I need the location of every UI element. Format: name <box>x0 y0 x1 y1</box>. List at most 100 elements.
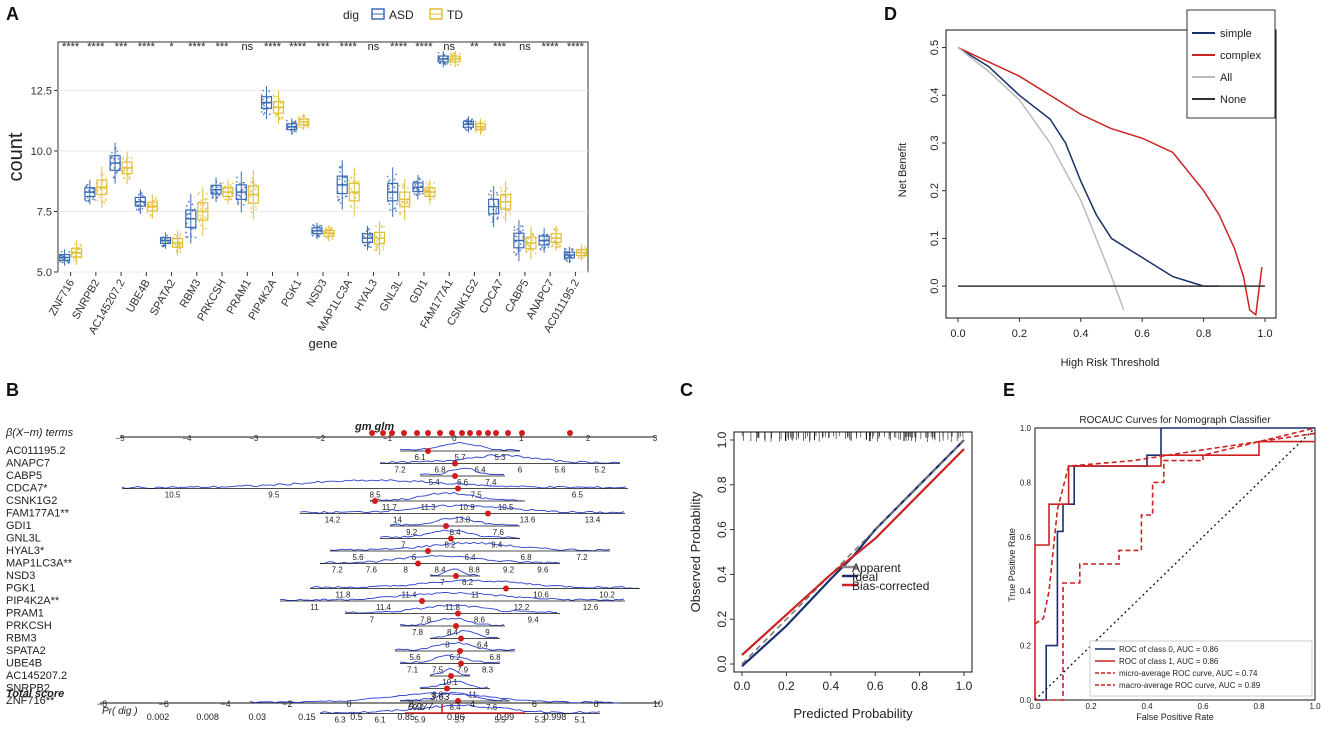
jitter-point-td <box>198 220 201 223</box>
nomogram-tick-label: 6.4 <box>474 466 486 475</box>
ytick-label-e: 0.8 <box>1020 478 1032 487</box>
jitter-point-asd <box>236 180 238 183</box>
jitter-point-asd <box>236 176 239 179</box>
series-simple <box>957 46 1219 287</box>
jitter-point-td <box>156 199 159 202</box>
nomogram-density <box>344 604 558 614</box>
jitter-point-td <box>146 212 149 214</box>
jitter-point-asd <box>311 234 314 237</box>
jitter-point-asd <box>263 111 266 114</box>
nomogram-total-tick: −6 <box>159 699 169 709</box>
nomogram-tick-label: 8.4 <box>447 628 459 637</box>
jitter-point-asd <box>388 188 391 190</box>
xtick-label-e: 0.4 <box>1141 702 1153 711</box>
significance-label: *** <box>115 41 129 53</box>
jitter-point-asd <box>187 200 190 203</box>
significance-label: ns <box>443 41 455 53</box>
jitter-point-td <box>325 227 328 230</box>
significance-label: ns <box>368 41 380 53</box>
panel-d-decision-curve: 0.0 0.2 0.4 0.6 0.8 1.0 0.0 0.1 0.2 0.3 0.4 0.5 High… <box>897 9 1277 369</box>
chart-title-e: ROCAUC Curves for Nomograph Classifier <box>1079 415 1271 426</box>
jitter-point-td <box>228 198 231 201</box>
jitter-point-td <box>198 192 200 194</box>
series-roc <box>1035 427 1316 701</box>
nomogram-row-label: UBE4B <box>6 658 42 670</box>
jitter-point-asd <box>317 234 319 237</box>
nomogram-tick-label: 8.8 <box>469 566 481 575</box>
jitter-point-td <box>550 245 553 248</box>
jitter-point-asd <box>513 226 516 228</box>
jitter-point-td <box>551 244 554 246</box>
nomogram-row-point <box>455 610 461 617</box>
jitter-point-td <box>255 208 257 211</box>
jitter-point-td <box>354 192 357 195</box>
jitter-point-asd <box>368 228 370 230</box>
jitter-point-asd <box>242 181 245 184</box>
jitter-point-asd <box>167 241 169 244</box>
jitter-point-asd <box>339 167 342 169</box>
jitter-point-td <box>128 176 131 179</box>
jitter-point-td <box>499 187 502 189</box>
jitter-point-td <box>96 199 99 202</box>
jitter-point-asd <box>191 203 194 206</box>
nomogram-tick-label: 9.2 <box>406 528 418 537</box>
jitter-point-td <box>377 246 379 249</box>
significance-label: **** <box>289 41 307 53</box>
jitter-point-td <box>298 125 300 128</box>
jitter-point-asd <box>260 94 263 97</box>
jitter-point-asd <box>216 191 219 194</box>
jitter-point-asd <box>313 225 316 228</box>
jitter-point-asd <box>393 186 396 189</box>
y-axis-label-d: Net Benefit <box>897 143 909 197</box>
jitter-point-asd <box>86 183 89 186</box>
series-all <box>957 46 1125 311</box>
nomogram-total-tick: 10 <box>653 699 663 709</box>
significance-label: ns <box>241 41 253 53</box>
nomogram-density <box>329 541 611 552</box>
jitter-point-td <box>254 183 257 186</box>
jitter-point-td <box>554 239 556 242</box>
nomogram-row-label: SNRPB2 <box>6 683 50 695</box>
jitter-point-td <box>130 157 133 160</box>
jitter-point-asd <box>216 196 218 199</box>
jitter-point-asd <box>547 246 550 249</box>
jitter-point-asd <box>519 243 522 246</box>
jitter-point-asd <box>362 235 365 238</box>
nomogram-row-label: PIP4K2A** <box>6 595 60 607</box>
nomogram-row-label: MAP1LC3A** <box>6 558 73 570</box>
xtick-label-e: 0.6 <box>1197 702 1209 711</box>
ytick-label-e: 0.4 <box>1020 587 1032 596</box>
jitter-point-td <box>525 249 528 252</box>
nomogram-tick-label: 5.6 <box>409 653 421 662</box>
jitter-point-td <box>101 201 104 203</box>
legend-label-d: All <box>1220 72 1232 84</box>
jitter-point-td <box>199 204 202 206</box>
nomogram-total-value: 3.63 <box>430 692 450 703</box>
jitter-point-asd <box>444 62 447 65</box>
plot-frame-a <box>57 41 589 273</box>
nomogram-tick-label: 14 <box>393 516 402 525</box>
nomogram-density <box>379 529 521 539</box>
jitter-point-asd <box>570 247 573 250</box>
significance-label: **** <box>542 41 560 53</box>
nomogram-tick-label: 6.2 <box>449 653 461 662</box>
nomogram-row-label: PRKCSH <box>6 620 52 632</box>
jitter-point-asd <box>291 121 294 123</box>
legend-label-d: complex <box>1220 50 1261 62</box>
jitter-point-td <box>196 193 199 196</box>
jitter-point-td <box>557 243 560 246</box>
jitter-point-asd <box>388 203 391 206</box>
nomogram-top-tick: −4 <box>182 434 192 443</box>
nomogram-tick-label: 11.8 <box>445 603 461 612</box>
legend-label-e: ROC of class 1, AUC = 0.86 <box>1119 657 1219 666</box>
jitter-point-td <box>98 196 101 199</box>
nomogram-tick-label: 7.2 <box>332 566 344 575</box>
nomogram-tick-label: 7 <box>401 541 406 550</box>
series-complex <box>957 46 1263 317</box>
nomogram-total-tick: 4 <box>470 699 475 709</box>
jitter-point-td <box>426 184 429 187</box>
jitter-point-asd <box>386 175 389 178</box>
jitter-point-asd <box>113 159 115 161</box>
x-axis-label-d: High Risk Threshold <box>1061 357 1160 369</box>
nomogram-top-tick: −5 <box>115 434 125 443</box>
